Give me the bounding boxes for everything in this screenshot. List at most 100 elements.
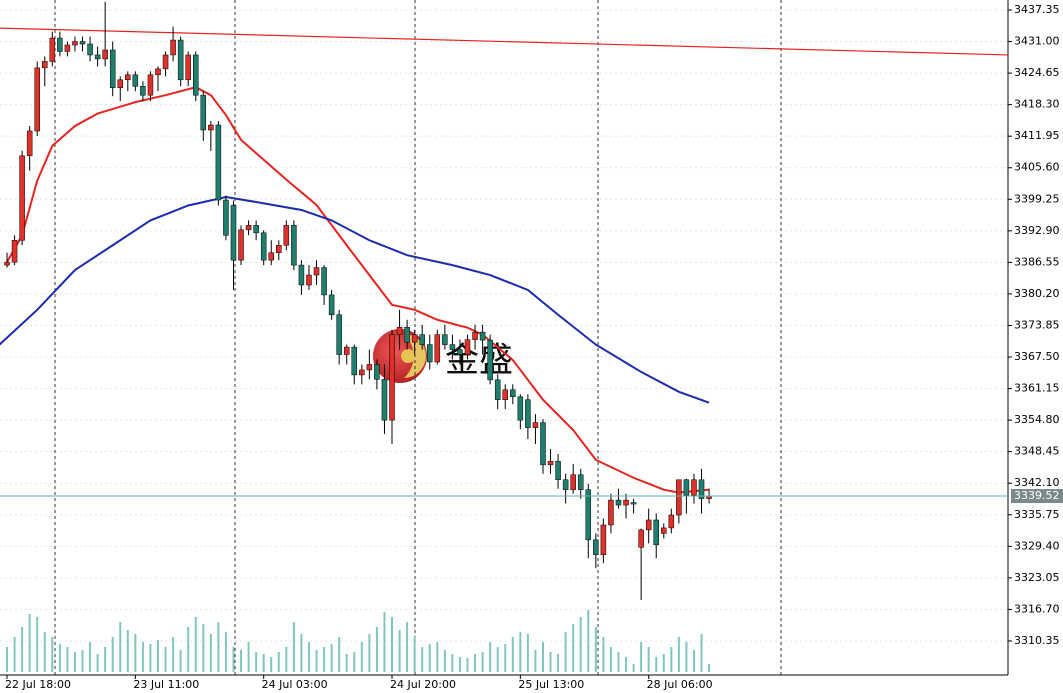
candle — [26, 125, 33, 171]
candle — [434, 329, 441, 365]
candle-body — [691, 479, 697, 496]
candle-body — [661, 527, 667, 534]
candle-body — [396, 326, 403, 335]
candle — [245, 220, 252, 236]
candle — [359, 364, 365, 385]
candle-body — [351, 346, 358, 376]
candle — [102, 1, 108, 67]
candle-body — [49, 37, 56, 62]
candle-body — [615, 499, 622, 506]
candle-body — [162, 54, 169, 70]
candle-body — [253, 225, 259, 234]
y-tick-label: 3424.65 — [1014, 66, 1060, 79]
candle — [593, 533, 599, 569]
candle-body — [132, 74, 139, 87]
candle-body — [215, 124, 222, 201]
candle-body — [404, 326, 410, 343]
candle — [351, 344, 358, 385]
candle — [494, 374, 501, 410]
candle — [57, 31, 63, 57]
candle-body — [79, 41, 86, 45]
candle — [366, 349, 373, 380]
candle — [87, 36, 93, 62]
candle-body — [434, 334, 441, 363]
x-tick-label: 23 Jul 11:00 — [133, 678, 199, 691]
candle — [321, 265, 327, 305]
candle-body — [547, 461, 554, 466]
candle-body — [683, 479, 690, 496]
y-tick-label: 3373.85 — [1014, 318, 1060, 331]
candle — [170, 26, 176, 62]
candle — [517, 394, 524, 430]
candle-body — [366, 364, 373, 371]
candle — [94, 46, 101, 67]
candle — [125, 71, 131, 92]
candle-body — [494, 379, 501, 401]
candle-body — [238, 229, 244, 261]
candle-body — [698, 479, 705, 499]
candle-body — [200, 94, 207, 131]
candle — [291, 220, 297, 271]
candle — [510, 384, 516, 405]
candle-body — [94, 54, 101, 60]
candle-body — [26, 130, 33, 157]
candle-body — [464, 339, 471, 355]
last-price-box — [1011, 489, 1063, 504]
candle — [140, 81, 146, 102]
candle-body — [223, 199, 229, 236]
candle-body — [381, 379, 388, 421]
candle-body — [19, 155, 25, 241]
watermark-text: 金盛 — [445, 341, 513, 381]
candle — [276, 240, 282, 261]
candle-body — [540, 422, 546, 466]
candle-body — [4, 261, 10, 266]
candle — [547, 448, 554, 474]
candle-body — [449, 344, 456, 350]
candle — [223, 195, 229, 241]
candle-body — [555, 461, 561, 480]
candle — [502, 384, 508, 410]
indicator-line — [0, 27, 1009, 56]
candle-body — [117, 79, 124, 88]
candle — [698, 468, 705, 514]
candle — [132, 71, 139, 92]
candle — [668, 508, 675, 534]
y-tick-label: 3348.45 — [1014, 445, 1060, 458]
candle-body — [600, 524, 607, 556]
candle — [411, 329, 418, 355]
candle-body — [321, 267, 327, 296]
candle-body — [343, 346, 350, 355]
y-tick-label: 3380.20 — [1014, 287, 1060, 300]
last-price-label: 3339.52 — [1014, 489, 1060, 502]
candle-body — [11, 240, 18, 263]
candle-body — [72, 41, 78, 46]
y-tick-label: 3342.10 — [1014, 476, 1060, 489]
candle — [472, 324, 478, 350]
indicator-line — [0, 196, 710, 404]
candle — [336, 309, 342, 365]
x-tick-label: 24 Jul 03:00 — [262, 678, 328, 691]
y-tick-label: 3411.95 — [1014, 129, 1060, 142]
candle — [238, 225, 244, 266]
candle-body — [389, 334, 395, 421]
candle — [630, 498, 637, 514]
candle-body — [57, 37, 63, 52]
candle-body — [411, 334, 418, 343]
candle-body — [668, 514, 675, 529]
indicator-line — [6, 86, 710, 494]
y-tick-label: 3437.35 — [1014, 3, 1060, 16]
candle — [19, 150, 25, 246]
candle-body — [177, 39, 184, 81]
candle — [427, 334, 433, 370]
candle — [313, 260, 320, 285]
candle — [661, 523, 667, 539]
candle-body — [170, 39, 176, 56]
candle — [404, 319, 410, 350]
candle-body — [147, 74, 154, 96]
candle — [623, 493, 629, 519]
y-tick-label: 3316.70 — [1014, 602, 1060, 615]
candle-body — [427, 344, 433, 363]
candle — [72, 36, 78, 52]
volume — [6, 610, 711, 672]
candle — [562, 473, 569, 504]
